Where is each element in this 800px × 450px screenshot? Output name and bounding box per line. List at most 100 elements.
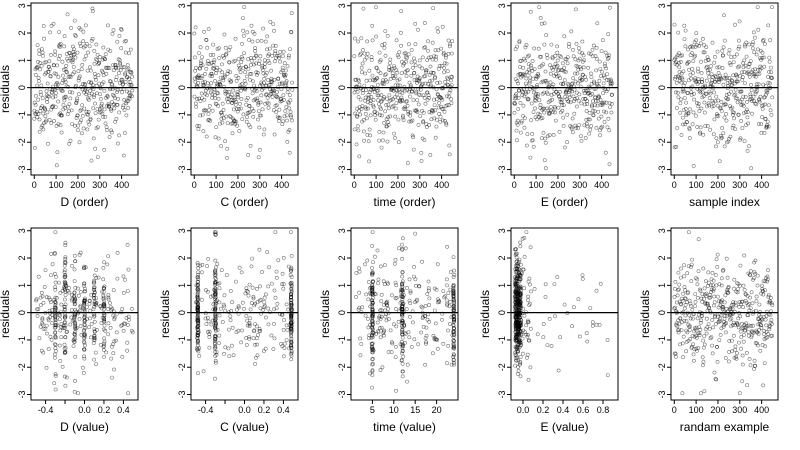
data-points: [513, 230, 610, 382]
data-point: [359, 36, 364, 41]
data-point: [288, 273, 293, 278]
data-point: [55, 150, 60, 155]
data-point: [770, 333, 775, 338]
data-point: [515, 79, 520, 83]
plot-frame: [350, 227, 459, 401]
data-point: [115, 90, 119, 94]
data-point: [231, 88, 236, 93]
data-point: [698, 288, 703, 293]
data-point: [558, 76, 563, 81]
data-point: [230, 101, 235, 105]
data-point: [98, 342, 103, 347]
data-point: [386, 317, 391, 321]
data-point: [120, 77, 125, 82]
data-point: [370, 356, 375, 361]
data-point: [263, 61, 267, 66]
data-point: [695, 125, 700, 129]
data-point: [767, 55, 772, 60]
data-point: [269, 78, 274, 83]
data-point: [270, 53, 275, 58]
data-point: [758, 348, 763, 353]
data-point: [426, 93, 431, 98]
data-point: [746, 330, 751, 335]
data-point: [692, 358, 696, 363]
data-point: [426, 55, 431, 60]
data-point: [375, 248, 380, 253]
data-point: [601, 38, 605, 43]
data-point: [419, 330, 424, 335]
data-point: [747, 42, 752, 47]
data-point: [716, 140, 720, 145]
data-point: [63, 261, 68, 266]
data-point: [124, 99, 129, 104]
data-point: [713, 99, 718, 104]
data-point: [73, 301, 78, 306]
data-point: [88, 65, 92, 70]
data-point: [357, 269, 362, 274]
data-point: [82, 347, 86, 352]
y-tick-label: -2: [337, 138, 347, 146]
data-point: [763, 279, 768, 284]
data-point: [526, 320, 530, 325]
data-point: [123, 80, 128, 84]
data-point: [365, 316, 370, 321]
data-point: [368, 133, 373, 138]
data-point: [217, 333, 222, 338]
data-point: [196, 274, 200, 279]
data-point: [352, 36, 357, 41]
data-point: [97, 81, 102, 86]
data-point: [513, 295, 518, 300]
data-point: [115, 103, 120, 107]
data-point: [223, 308, 228, 313]
data-point: [239, 97, 244, 101]
data-point: [579, 67, 584, 72]
data-point: [542, 110, 547, 115]
data-point: [753, 91, 758, 96]
data-point: [750, 42, 755, 47]
data-point: [756, 331, 761, 336]
data-point: [433, 108, 438, 113]
data-point: [267, 46, 272, 51]
data-point: [395, 92, 400, 97]
data-point: [388, 77, 393, 81]
data-point: [62, 270, 67, 275]
data-point: [53, 295, 58, 300]
data-point: [753, 101, 758, 106]
data-point: [735, 351, 739, 356]
data-point: [73, 354, 78, 359]
data-point: [760, 50, 765, 55]
data-point: [217, 68, 222, 73]
data-point: [687, 328, 692, 332]
data-point: [192, 55, 197, 60]
data-point: [62, 320, 67, 325]
data-point: [217, 80, 222, 84]
data-point: [435, 26, 440, 31]
data-point: [239, 340, 244, 345]
y-tick-label: 2: [497, 256, 507, 261]
data-point: [381, 302, 386, 307]
data-point: [701, 266, 706, 271]
data-point: [768, 108, 773, 113]
x-tick-label: 0.6: [577, 405, 590, 415]
x-axis-label: time (order): [373, 195, 435, 209]
data-point: [730, 306, 735, 311]
data-point: [95, 58, 100, 62]
data-point: [370, 357, 375, 362]
data-point: [244, 286, 249, 291]
data-point: [356, 307, 361, 312]
data-point: [265, 34, 270, 39]
data-point: [247, 103, 252, 108]
data-point: [441, 289, 446, 294]
data-point: [701, 345, 706, 350]
data-point: [602, 120, 607, 124]
data-point: [288, 47, 293, 52]
data-point: [81, 365, 85, 370]
data-point: [427, 296, 432, 301]
data-point: [673, 279, 678, 284]
data-point: [199, 91, 204, 96]
data-point: [72, 389, 77, 394]
data-point: [234, 99, 239, 104]
data-point: [695, 43, 699, 48]
data-point: [379, 292, 384, 297]
